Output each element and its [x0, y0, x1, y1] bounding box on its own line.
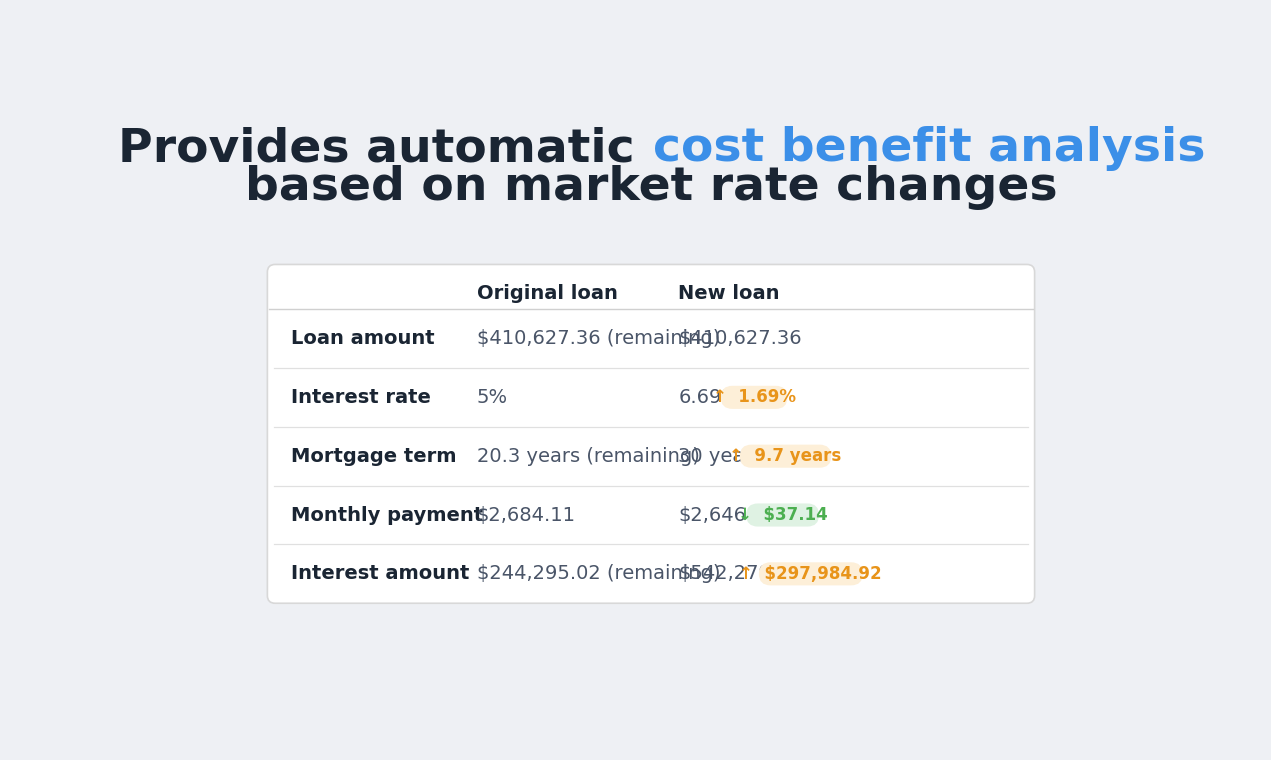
Text: $2,646.96: $2,646.96 — [679, 505, 777, 524]
Text: 6.69%: 6.69% — [679, 388, 740, 407]
Text: $2,684.11: $2,684.11 — [477, 505, 576, 524]
Text: 5%: 5% — [477, 388, 507, 407]
Text: 20.3 years (remaining): 20.3 years (remaining) — [477, 447, 699, 466]
Text: Monthly payment: Monthly payment — [291, 505, 483, 524]
Text: ↑  9.7 years: ↑ 9.7 years — [730, 447, 841, 465]
FancyBboxPatch shape — [746, 503, 819, 527]
Text: ↓  $37.14: ↓ $37.14 — [737, 506, 827, 524]
Text: Interest amount: Interest amount — [291, 565, 469, 584]
Text: ↑  1.69%: ↑ 1.69% — [713, 388, 796, 407]
FancyBboxPatch shape — [267, 264, 1035, 603]
Text: Mortgage term: Mortgage term — [291, 447, 456, 466]
FancyBboxPatch shape — [740, 445, 831, 467]
Text: Original loan: Original loan — [477, 284, 618, 303]
Text: $542,279.94: $542,279.94 — [679, 565, 802, 584]
Text: $244,295.02 (remaining): $244,295.02 (remaining) — [477, 565, 721, 584]
Text: cost benefit analysis: cost benefit analysis — [652, 126, 1205, 172]
Text: $410,627.36 (remaining): $410,627.36 (remaining) — [477, 329, 719, 348]
Text: New loan: New loan — [679, 284, 779, 303]
Text: Loan amount: Loan amount — [291, 329, 435, 348]
Text: Provides automatic: Provides automatic — [118, 126, 651, 172]
Text: ↑  $297,984.92: ↑ $297,984.92 — [740, 565, 882, 583]
Text: 30 years: 30 years — [679, 447, 763, 466]
Text: $410,627.36: $410,627.36 — [679, 329, 802, 348]
FancyBboxPatch shape — [721, 386, 788, 409]
FancyBboxPatch shape — [759, 562, 863, 585]
Text: Interest rate: Interest rate — [291, 388, 431, 407]
Text: based on market rate changes: based on market rate changes — [245, 165, 1057, 210]
